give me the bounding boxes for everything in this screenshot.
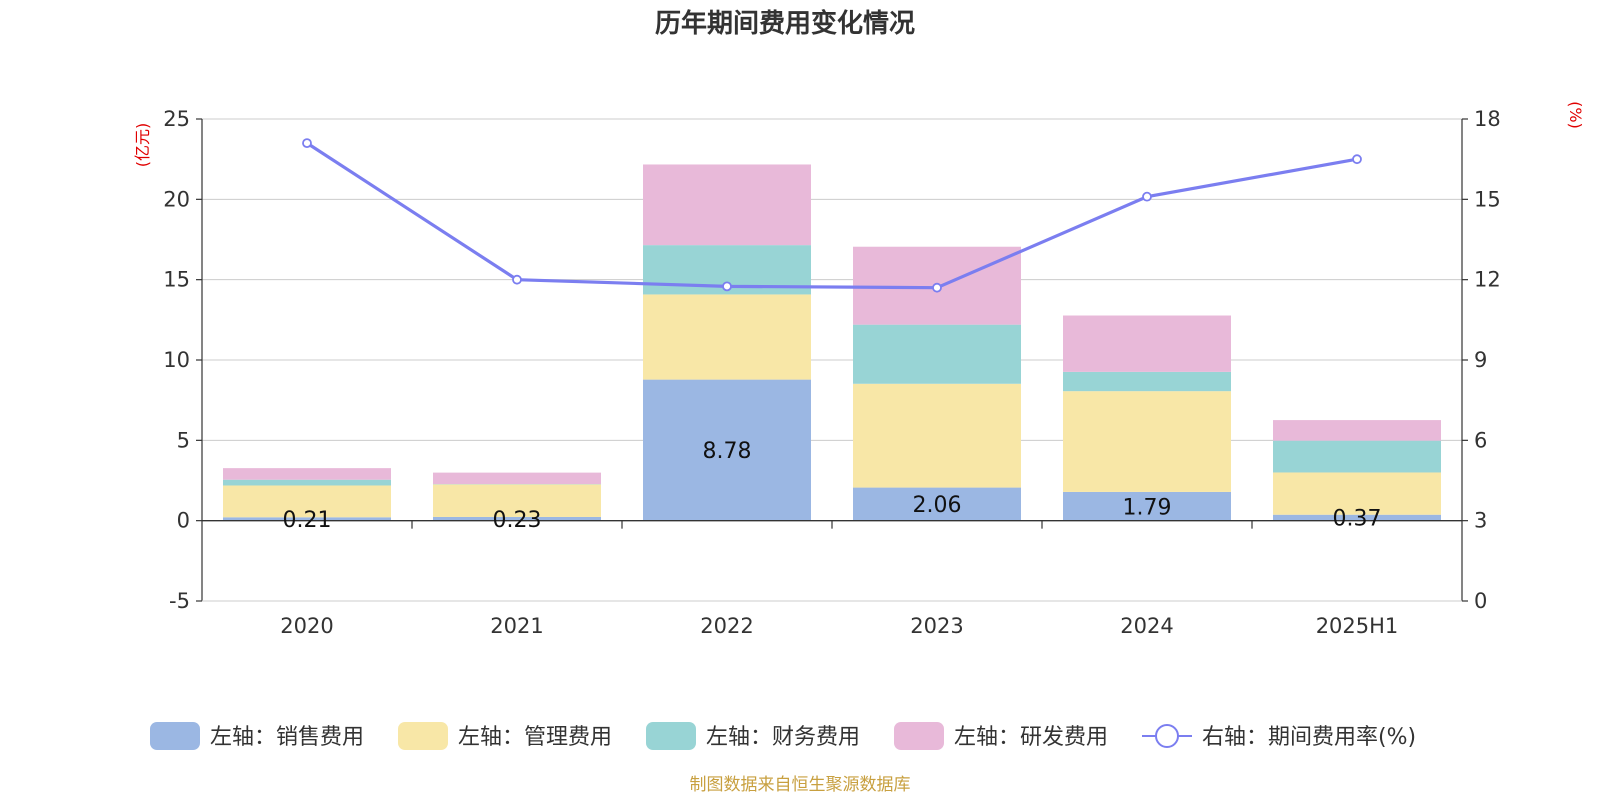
line-point-5 xyxy=(1352,154,1362,165)
bar-3-2 xyxy=(643,164,811,246)
bar-0-4 xyxy=(1063,491,1231,521)
legend-swatch xyxy=(646,722,696,750)
legend-label: 左轴：研发费用 xyxy=(954,725,1108,750)
bar-2-3 xyxy=(853,324,1021,384)
right-tick-label: 18 xyxy=(1474,107,1501,131)
bar-1-3 xyxy=(853,383,1021,488)
source-note: 制图数据来自恒生聚源数据库 xyxy=(690,775,911,795)
bar-2-5 xyxy=(1273,440,1441,473)
bar-0-5 xyxy=(1273,514,1441,521)
legend-label: 左轴：财务费用 xyxy=(706,725,860,750)
bar-3-1 xyxy=(433,472,601,485)
data-label: 0.37 xyxy=(1333,507,1382,532)
bar-1-0 xyxy=(223,485,391,518)
bar-2-0 xyxy=(223,479,391,486)
x-tick-label: 2022 xyxy=(700,614,753,638)
data-label: 0.23 xyxy=(493,508,542,533)
right-axis-unit: (%) xyxy=(1566,101,1585,129)
left-tick-label: 15 xyxy=(163,268,190,292)
bar-1-4 xyxy=(1063,391,1231,492)
left-tick-label: 5 xyxy=(177,428,190,452)
x-tick-label: 2021 xyxy=(490,614,543,638)
line-point-1 xyxy=(512,274,522,285)
chart-title: 历年期间费用变化情况 xyxy=(655,8,915,39)
rate-line-series xyxy=(302,138,1362,293)
data-label: 2.06 xyxy=(913,493,962,518)
left-tick-label: -5 xyxy=(169,589,190,613)
data-labels: 0.21 0.23 8.78 2.06 1.79 0.37 xyxy=(283,439,1382,533)
bar-0-0 xyxy=(223,517,391,521)
x-tick-label: 2024 xyxy=(1120,614,1173,638)
legend-swatch xyxy=(894,722,944,750)
bar-1-5 xyxy=(1273,472,1441,515)
left-tick-label: 20 xyxy=(163,187,190,211)
left-axis-unit: (亿元) xyxy=(133,123,152,168)
line-point-3 xyxy=(932,282,942,293)
bar-0-3 xyxy=(853,487,1021,521)
rate-line xyxy=(306,141,1358,290)
x-tick-label: 2020 xyxy=(280,614,333,638)
left-tick-label: 10 xyxy=(163,348,190,372)
grid-lines xyxy=(202,118,1462,602)
legend-label: 左轴：销售费用 xyxy=(210,725,364,750)
line-point-0 xyxy=(302,138,312,149)
right-tick-label: 15 xyxy=(1474,187,1501,211)
left-tick-label: 25 xyxy=(163,107,190,131)
legend-swatch xyxy=(150,722,200,750)
line-point-2 xyxy=(722,281,732,292)
left-tick-label: 0 xyxy=(177,509,190,533)
bar-0-1 xyxy=(433,516,601,521)
bar-1-1 xyxy=(433,484,601,517)
bar-3-5 xyxy=(1273,420,1441,441)
x-tick-label: 2023 xyxy=(910,614,963,638)
legend-label: 右轴：期间费用率(%) xyxy=(1202,725,1416,750)
bar-3-4 xyxy=(1063,315,1231,372)
bar-3-0 xyxy=(223,468,391,480)
x-tick-label: 2025H1 xyxy=(1316,614,1399,638)
bar-0-2 xyxy=(643,379,811,521)
legend-marker xyxy=(1155,724,1179,748)
right-tick-label: 0 xyxy=(1474,589,1487,613)
axes: -5 0 5 10 15 20 25 0 3 6 9 12 15 18 2020 2021 2022 2023 20… xyxy=(163,107,1500,638)
right-tick-label: 3 xyxy=(1474,509,1487,533)
bar-1-2 xyxy=(643,294,811,380)
bar-series xyxy=(223,164,1441,521)
right-tick-label: 12 xyxy=(1474,268,1501,292)
right-tick-label: 9 xyxy=(1474,348,1487,372)
legend-label: 左轴：管理费用 xyxy=(458,725,612,750)
data-label: 0.21 xyxy=(283,508,332,533)
legend-swatch xyxy=(398,722,448,750)
data-label: 8.78 xyxy=(703,439,752,464)
bar-2-4 xyxy=(1063,371,1231,392)
line-point-4 xyxy=(1142,191,1152,202)
right-tick-label: 6 xyxy=(1474,428,1487,452)
legend: 左轴：销售费用 左轴：管理费用 左轴：财务费用 左轴：研发费用 右轴：期间费用率(%) xyxy=(150,722,1416,750)
data-label: 1.79 xyxy=(1123,495,1172,520)
